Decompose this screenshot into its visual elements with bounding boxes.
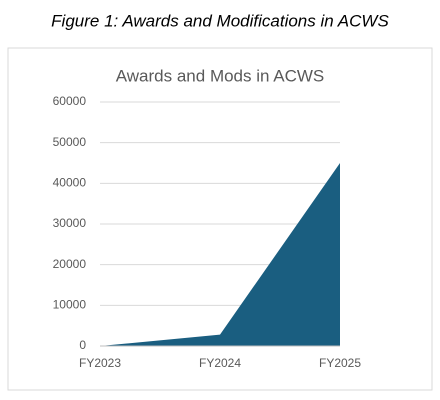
y-tick-label: 0: [79, 338, 86, 352]
figure-caption: Figure 1: Awards and Modifications in AC…: [51, 11, 389, 30]
y-tick-label: 60000: [53, 94, 87, 108]
y-tick-label: 10000: [53, 298, 87, 312]
y-tick-label: 50000: [53, 135, 87, 149]
y-tick-label: 20000: [53, 257, 87, 271]
chart-frame: [7, 47, 433, 391]
x-tick-label: FY2023: [79, 356, 121, 370]
x-tick-label: FY2024: [199, 356, 241, 370]
area: [100, 163, 340, 346]
y-tick-label: 30000: [53, 216, 87, 230]
chart-title: Awards and Mods in ACWS: [116, 66, 325, 85]
x-tick-label: FY2025: [319, 356, 361, 370]
y-tick-label: 40000: [53, 176, 87, 190]
